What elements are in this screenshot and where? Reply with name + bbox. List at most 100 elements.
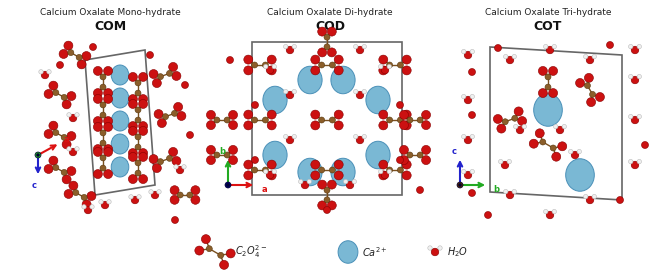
Circle shape xyxy=(135,170,141,176)
Circle shape xyxy=(549,66,557,75)
Circle shape xyxy=(267,66,276,75)
Circle shape xyxy=(44,129,53,138)
Circle shape xyxy=(318,27,327,36)
Circle shape xyxy=(641,141,648,148)
Text: c: c xyxy=(451,146,457,155)
Circle shape xyxy=(267,110,276,119)
Circle shape xyxy=(62,140,71,149)
Circle shape xyxy=(464,96,472,104)
Circle shape xyxy=(244,66,253,75)
Circle shape xyxy=(629,115,633,119)
Circle shape xyxy=(103,148,113,157)
Circle shape xyxy=(584,194,588,199)
Circle shape xyxy=(464,51,472,59)
Circle shape xyxy=(387,169,392,174)
Circle shape xyxy=(329,167,335,173)
Circle shape xyxy=(244,171,253,180)
Circle shape xyxy=(538,66,548,75)
Circle shape xyxy=(386,62,392,68)
Circle shape xyxy=(214,117,220,123)
Circle shape xyxy=(379,171,388,180)
Circle shape xyxy=(47,70,51,74)
Circle shape xyxy=(135,144,141,150)
Circle shape xyxy=(400,156,409,165)
Circle shape xyxy=(428,246,432,250)
Circle shape xyxy=(501,161,509,169)
Circle shape xyxy=(495,45,502,52)
Circle shape xyxy=(284,45,288,49)
Circle shape xyxy=(217,252,224,258)
Circle shape xyxy=(267,121,276,130)
Circle shape xyxy=(386,167,392,173)
Circle shape xyxy=(172,71,181,80)
Circle shape xyxy=(422,156,430,165)
Circle shape xyxy=(504,189,508,194)
Circle shape xyxy=(135,107,141,113)
Circle shape xyxy=(252,62,257,68)
Circle shape xyxy=(379,110,388,119)
Circle shape xyxy=(329,117,335,123)
Circle shape xyxy=(244,110,253,119)
Circle shape xyxy=(286,91,294,99)
Circle shape xyxy=(174,102,183,111)
Circle shape xyxy=(139,99,147,108)
Circle shape xyxy=(470,134,474,139)
Circle shape xyxy=(131,196,139,204)
Ellipse shape xyxy=(111,111,129,131)
Circle shape xyxy=(147,52,153,59)
Circle shape xyxy=(191,186,200,195)
Circle shape xyxy=(64,41,73,50)
Circle shape xyxy=(402,171,411,180)
Circle shape xyxy=(354,89,358,94)
Circle shape xyxy=(94,116,102,125)
Circle shape xyxy=(356,136,364,144)
Text: COT: COT xyxy=(534,20,562,33)
Circle shape xyxy=(94,148,102,157)
Circle shape xyxy=(328,180,336,189)
Circle shape xyxy=(67,132,76,141)
Circle shape xyxy=(244,121,253,130)
Ellipse shape xyxy=(338,241,358,263)
Circle shape xyxy=(67,113,71,117)
Circle shape xyxy=(103,66,113,75)
Circle shape xyxy=(35,152,41,158)
Circle shape xyxy=(252,117,257,123)
Circle shape xyxy=(76,54,82,60)
Circle shape xyxy=(139,73,147,81)
Circle shape xyxy=(544,45,548,49)
Circle shape xyxy=(464,171,472,179)
Circle shape xyxy=(139,122,147,130)
Circle shape xyxy=(558,142,567,151)
Circle shape xyxy=(103,94,113,103)
Circle shape xyxy=(157,190,161,194)
Circle shape xyxy=(153,164,161,172)
Circle shape xyxy=(82,200,91,209)
Circle shape xyxy=(553,124,558,129)
Circle shape xyxy=(328,201,336,210)
Circle shape xyxy=(631,161,639,169)
Circle shape xyxy=(252,102,259,109)
Circle shape xyxy=(468,69,476,76)
Circle shape xyxy=(629,45,633,49)
Circle shape xyxy=(356,91,364,99)
Circle shape xyxy=(468,111,476,118)
Circle shape xyxy=(67,147,71,151)
Text: Calcium Oxalate Di-hydrate: Calcium Oxalate Di-hydrate xyxy=(267,8,393,17)
Circle shape xyxy=(64,190,73,199)
Circle shape xyxy=(182,165,186,169)
Circle shape xyxy=(53,130,59,136)
Circle shape xyxy=(379,66,388,75)
Circle shape xyxy=(59,50,68,59)
Circle shape xyxy=(607,41,614,48)
Circle shape xyxy=(512,115,518,121)
Circle shape xyxy=(128,95,138,104)
Circle shape xyxy=(139,174,147,184)
Circle shape xyxy=(637,45,641,49)
Circle shape xyxy=(637,159,641,164)
Circle shape xyxy=(62,175,71,184)
Circle shape xyxy=(172,216,179,223)
Circle shape xyxy=(504,54,508,59)
Circle shape xyxy=(139,127,147,136)
Circle shape xyxy=(396,157,403,164)
Circle shape xyxy=(311,171,320,180)
